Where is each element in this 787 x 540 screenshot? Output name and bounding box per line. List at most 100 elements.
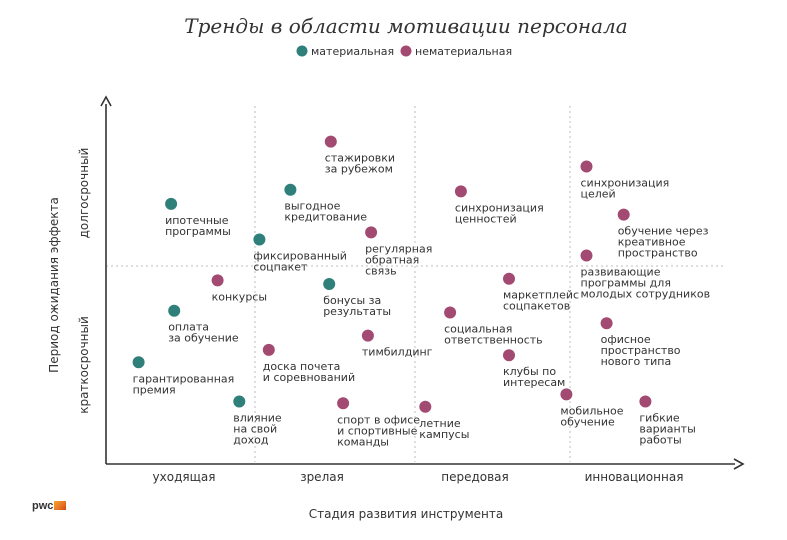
point-label: социальная ответственность [444, 323, 543, 347]
point-label: оплата за обучение [168, 321, 239, 345]
x-tick-label-4: инновационная [585, 470, 684, 484]
point-label-line: конкурсы [212, 290, 267, 303]
point-label: влияние на свой доход [233, 412, 282, 447]
data-point: влияние на свой доход [233, 395, 282, 447]
x-tick-label-3: передовая [441, 470, 509, 484]
point-label-line: молодых сотрудников [581, 288, 711, 301]
data-point: фиксированный соцпакет [253, 233, 347, 274]
x-tick-label-1: уходящая [153, 470, 216, 484]
point-marker [503, 272, 515, 285]
point-marker [253, 233, 266, 246]
data-point: выгодное кредитование [284, 183, 367, 224]
point-label-line: пространство [601, 344, 681, 357]
point-marker [361, 329, 374, 342]
point-label-line: варианты [639, 423, 695, 436]
pwc-logo: pwc [32, 500, 67, 512]
point-label-line: работы [639, 434, 681, 447]
point-label-line: на свой [233, 423, 277, 436]
point-label: клубы по интересам [503, 365, 565, 389]
point-label: тимбилдинг [362, 346, 433, 359]
point-label-line: мобильное [560, 404, 623, 417]
point-label-line: влияние [233, 412, 282, 425]
point-label-line: программы для [581, 277, 671, 290]
point-marker [324, 135, 337, 148]
data-point: стажировки за рубежом [324, 135, 395, 176]
axes [100, 95, 745, 470]
point-marker [211, 274, 224, 287]
point-label-line: обратная [365, 253, 419, 266]
data-point: летние кампусы [419, 400, 469, 441]
point-marker [262, 343, 275, 356]
point-label: обучение через креативное пространство [618, 225, 709, 260]
point-marker [600, 317, 613, 330]
legend-nonmaterial-marker [400, 45, 412, 57]
point-label-line: доска почета [263, 360, 341, 373]
point-marker [617, 208, 630, 221]
point-label: бонусы за результаты [323, 294, 391, 318]
point-label: гарантированная премия [133, 372, 235, 396]
point-label: доска почета и соревнований [263, 360, 355, 384]
point-label-line: регулярная [365, 242, 432, 255]
chart-title: Тренды в области мотивации персонала [184, 14, 627, 38]
point-label-line: обучение через [618, 225, 709, 238]
legend-material-marker [296, 45, 308, 57]
x-axis-label: Стадия развития инструмента [309, 507, 503, 521]
legend-material-label: материальная [311, 45, 394, 58]
data-point: синхронизация целей [580, 160, 670, 201]
point-label: выгодное кредитование [284, 200, 367, 224]
y-axis-arrow [100, 95, 112, 107]
point-marker [580, 249, 593, 262]
data-point: обучение через креативное пространство [617, 208, 709, 260]
point-marker [580, 160, 593, 173]
point-label-line: программы [165, 225, 231, 238]
point-label: летние кампусы [419, 417, 469, 441]
point-label-line: нового типа [601, 355, 672, 368]
point-label: фиксированный соцпакет [253, 250, 347, 274]
point-label: гибкие варианты работы [639, 412, 695, 447]
data-point: офисное пространство нового типа [600, 317, 681, 368]
point-label-line: пространство [618, 247, 698, 260]
point-label: спорт в офисе и спортивные команды [337, 413, 420, 448]
data-point: синхронизация ценностей [454, 185, 544, 225]
point-marker [365, 226, 378, 239]
point-label-line: интересам [503, 376, 565, 389]
point-marker [444, 306, 457, 319]
point-label-line: кампусы [419, 428, 469, 441]
point-label-line: гибкие [639, 412, 680, 425]
data-point: доска почета и соревнований [262, 343, 355, 384]
point-marker [168, 304, 181, 317]
point-label-line: выгодное [284, 200, 340, 213]
point-marker [419, 400, 432, 413]
point-label-line: развивающие [581, 266, 661, 279]
x-tick-labels: уходящая зрелая передовая инновационная [153, 470, 684, 484]
x-axis-arrow [733, 458, 745, 470]
point-label-line: оплата [168, 321, 209, 334]
legend-nonmaterial-label: нематериальная [415, 45, 512, 58]
point-label-line: гарантированная [133, 372, 235, 385]
data-point: клубы по интересам [503, 349, 565, 389]
point-label-line: обучение [560, 415, 615, 428]
y-axis-label: Период ожидания эффекта [47, 197, 61, 373]
point-label-line: ценностей [455, 212, 517, 225]
point-label-line: маркетплейс [503, 289, 579, 302]
y-tick-label-short: краткосрочный [77, 316, 91, 414]
point-marker [132, 356, 145, 369]
data-point: маркетплейс соцпакетов [503, 272, 579, 313]
point-label-line: соцпакетов [503, 300, 570, 313]
data-point: оплата за обучение [168, 304, 239, 345]
point-label-line: команды [337, 435, 389, 448]
point-label-line: премия [133, 383, 176, 396]
point-label-line: стажировки [325, 152, 395, 165]
point-marker [323, 278, 336, 290]
data-point: тимбилдинг [361, 329, 433, 359]
point-label-line: ипотечные [165, 214, 229, 227]
point-label: синхронизация ценностей [455, 201, 544, 225]
point-label-line: синхронизация [581, 177, 670, 190]
point-label-line: доход [233, 434, 269, 447]
data-point: спорт в офисе и спортивные команды [337, 397, 420, 448]
legend: материальная нематериальная [296, 45, 512, 58]
point-marker [284, 183, 297, 196]
point-label-line: кредитование [284, 211, 367, 224]
point-label-line: и спортивные [337, 424, 418, 437]
